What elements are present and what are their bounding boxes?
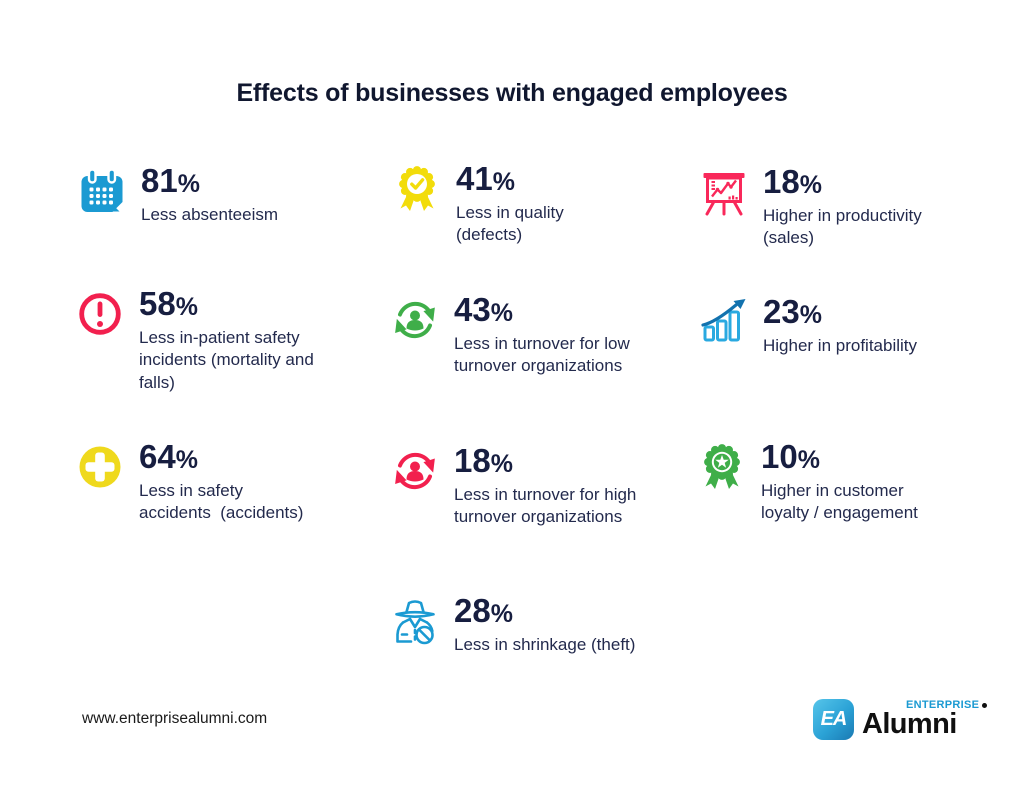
stat-text: 28% Less in shrinkage (theft) [454, 594, 635, 656]
stat-item: 28% Less in shrinkage (theft) [391, 594, 635, 656]
stat-text: 18% Higher in productivity (sales) [763, 165, 922, 250]
profit-growth-icon [700, 298, 748, 346]
stat-label: Higher in customer loyalty / engagement [761, 481, 918, 523]
medical-cross-icon [76, 443, 124, 491]
stat-item: 43% Less in turnover for low turnover org… [391, 293, 630, 378]
stat-percent: 28% [454, 592, 513, 629]
brand-enterprise-text: ENTERPRISE [906, 699, 980, 712]
employee-turnover-icon [391, 447, 439, 495]
stat-text: 18% Less in turnover for high turnover or… [454, 444, 636, 529]
stat-item: 23% Higher in profitability [700, 295, 917, 357]
ea-monogram-icon: EA [813, 699, 854, 740]
stat-item: 18% Less in turnover for high turnover or… [391, 444, 636, 529]
stat-label: Less absenteeism [141, 205, 279, 224]
stat-text: 64% Less in safety accidents (accidents) [139, 440, 303, 525]
brand-enterprise: ENTERPRISE [906, 699, 988, 712]
stat-label: Less in-patient safety incidents (mortal… [139, 328, 314, 392]
stat-percent: 10% [761, 438, 820, 475]
presentation-chart-icon [700, 168, 748, 216]
stat-percent: 41% [456, 160, 515, 197]
stat-label: Less in shrinkage (theft) [454, 635, 636, 654]
stat-item: 58% Less in-patient safety incidents (mor… [76, 287, 314, 394]
stat-label: Less in turnover for low turnover organi… [454, 334, 630, 376]
stat-percent: 18% [454, 442, 513, 479]
stat-item: 81% Less absenteeism [78, 164, 278, 226]
stat-text: 81% Less absenteeism [141, 164, 278, 226]
stat-label: Less in quality (defects) [456, 203, 564, 245]
stat-label: Higher in profitability [763, 336, 918, 355]
award-check-icon [393, 165, 441, 213]
stat-percent: 58% [139, 285, 198, 322]
stat-percent: 64% [139, 438, 198, 475]
stat-text: 43% Less in turnover for low turnover org… [454, 293, 630, 378]
stat-item: 18% Higher in productivity (sales) [700, 165, 922, 250]
stat-percent: 43% [454, 291, 513, 328]
stat-label: Less in turnover for high turnover organ… [454, 485, 637, 527]
stat-percent: 23% [763, 293, 822, 330]
calendar-icon [78, 167, 126, 215]
stat-text: 23% Higher in profitability [763, 295, 917, 357]
brand-wordmark: ENTERPRISE Alumni [862, 699, 988, 741]
alert-icon [76, 290, 124, 338]
stat-text: 58% Less in-patient safety incidents (mor… [139, 287, 314, 394]
employee-turnover-icon [391, 296, 439, 344]
thief-icon [391, 597, 439, 645]
stat-label: Higher in productivity (sales) [763, 206, 922, 248]
stat-text: 41% Less in quality (defects) [456, 162, 564, 247]
stat-item: 64% Less in safety accidents (accidents) [76, 440, 303, 525]
stat-text: 10% Higher in customer loyalty / engageme… [761, 440, 918, 525]
page-title: Effects of businesses with engaged emplo… [236, 79, 788, 107]
brand-dot-icon [982, 703, 988, 709]
brand-alumni: Alumni [862, 708, 957, 741]
stat-percent: 18% [763, 163, 822, 200]
stat-item: 41% Less in quality (defects) [393, 162, 564, 247]
stat-item: 10% Higher in customer loyalty / engageme… [698, 440, 918, 525]
award-star-icon [698, 443, 746, 491]
enterprise-alumni-logo: EA ENTERPRISE Alumni [813, 699, 988, 741]
website-url: www.enterprisealumni.com [82, 710, 268, 727]
stat-percent: 81% [141, 162, 200, 199]
stat-label: Less in safety accidents (accidents) [139, 481, 304, 523]
